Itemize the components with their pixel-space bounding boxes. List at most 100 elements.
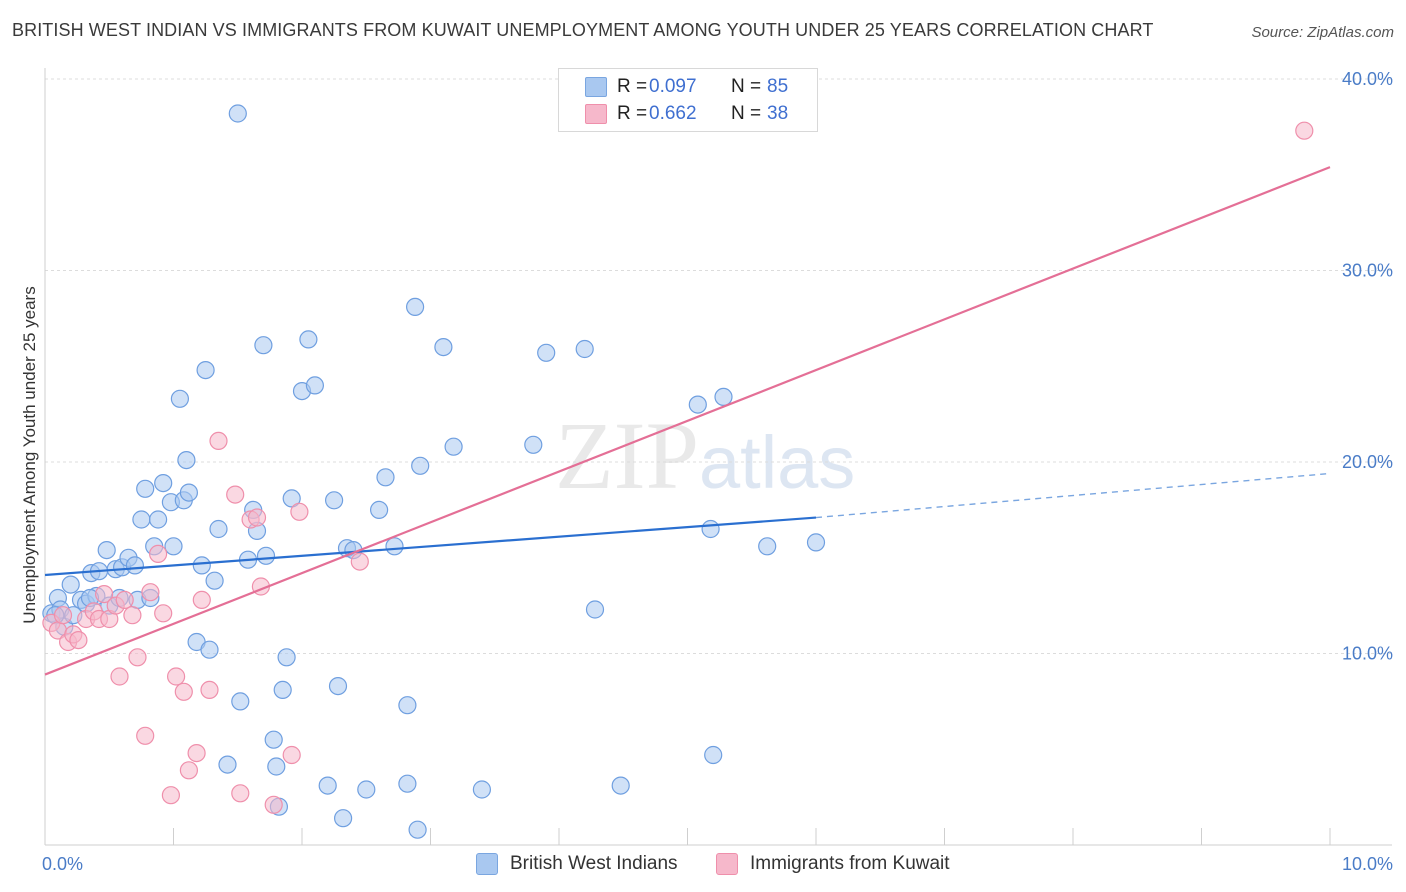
point-immigrants-from-kuwait bbox=[123, 606, 142, 625]
point-british-west-indians bbox=[154, 474, 173, 493]
point-immigrants-from-kuwait bbox=[290, 502, 309, 521]
point-british-west-indians bbox=[434, 338, 453, 357]
point-british-west-indians bbox=[218, 755, 237, 774]
point-immigrants-from-kuwait bbox=[264, 795, 283, 814]
point-british-west-indians bbox=[575, 339, 594, 359]
y-tick-label: 20.0% bbox=[1342, 452, 1393, 472]
point-immigrants-from-kuwait bbox=[154, 604, 173, 623]
point-british-west-indians bbox=[256, 546, 276, 565]
point-british-west-indians bbox=[524, 435, 543, 454]
data-points bbox=[42, 104, 1314, 839]
point-immigrants-from-kuwait bbox=[209, 431, 228, 450]
point-british-west-indians bbox=[273, 680, 292, 700]
point-british-west-indians bbox=[125, 556, 144, 575]
point-british-west-indians bbox=[192, 556, 211, 575]
point-immigrants-from-kuwait bbox=[200, 680, 219, 700]
point-british-west-indians bbox=[385, 537, 404, 556]
legend-n-value: 85 bbox=[767, 76, 789, 97]
point-immigrants-from-kuwait bbox=[136, 726, 155, 745]
point-british-west-indians bbox=[299, 330, 318, 349]
point-british-west-indians bbox=[305, 376, 324, 395]
point-british-west-indians bbox=[370, 500, 389, 519]
legend-n-value: 38 bbox=[767, 103, 789, 124]
point-immigrants-from-kuwait bbox=[1295, 121, 1314, 140]
point-british-west-indians bbox=[408, 820, 427, 839]
watermark-zip: ZIP bbox=[555, 402, 699, 509]
y-tick-label: 10.0% bbox=[1342, 644, 1393, 664]
bottom-legend-label: Immigrants from Kuwait bbox=[750, 853, 950, 874]
source-label: Source: ZipAtlas.com bbox=[1251, 24, 1394, 41]
watermark: ZIPatlas bbox=[555, 400, 855, 511]
point-immigrants-from-kuwait bbox=[69, 630, 88, 650]
point-british-west-indians bbox=[688, 395, 707, 414]
point-immigrants-from-kuwait bbox=[231, 784, 250, 803]
point-british-west-indians bbox=[376, 468, 395, 487]
y-axis-label: Unemployment Among Youth under 25 years bbox=[20, 286, 39, 624]
point-immigrants-from-kuwait bbox=[115, 590, 134, 610]
y-tick-label: 30.0% bbox=[1342, 261, 1393, 281]
trend-line-immigrants-from-kuwait bbox=[44, 166, 1331, 676]
point-british-west-indians bbox=[701, 519, 720, 539]
point-immigrants-from-kuwait bbox=[282, 745, 301, 765]
y-tick-label: 40.0% bbox=[1342, 69, 1393, 89]
point-british-west-indians bbox=[177, 451, 196, 470]
chart-title: BRITISH WEST INDIAN VS IMMIGRANTS FROM K… bbox=[12, 20, 1154, 40]
point-immigrants-from-kuwait bbox=[94, 584, 114, 604]
legend-r-label: R = bbox=[617, 103, 648, 124]
point-british-west-indians bbox=[411, 456, 430, 475]
bottom-legend-swatch bbox=[716, 853, 738, 875]
point-british-west-indians bbox=[61, 575, 80, 594]
point-british-west-indians bbox=[254, 336, 273, 355]
point-immigrants-from-kuwait bbox=[192, 590, 211, 610]
point-immigrants-from-kuwait bbox=[179, 761, 198, 780]
point-british-west-indians bbox=[132, 510, 151, 529]
point-british-west-indians bbox=[585, 600, 605, 619]
point-immigrants-from-kuwait bbox=[128, 648, 147, 667]
legend-n-label: N = bbox=[731, 76, 762, 97]
point-british-west-indians bbox=[228, 104, 247, 123]
trend-line-british-west-indians bbox=[44, 516, 817, 577]
point-british-west-indians bbox=[537, 343, 556, 362]
point-british-west-indians bbox=[357, 780, 376, 799]
legend-swatch bbox=[585, 77, 607, 97]
point-british-west-indians bbox=[97, 540, 116, 560]
point-immigrants-from-kuwait bbox=[187, 743, 206, 763]
legend-n-label: N = bbox=[731, 103, 762, 124]
bottom-legend-british-west-indians: British West Indians bbox=[476, 852, 678, 876]
point-british-west-indians bbox=[200, 640, 219, 659]
point-british-west-indians bbox=[472, 780, 491, 799]
point-british-west-indians bbox=[264, 730, 283, 749]
point-immigrants-from-kuwait bbox=[174, 682, 193, 701]
point-immigrants-from-kuwait bbox=[167, 667, 186, 686]
point-british-west-indians bbox=[714, 387, 733, 406]
legend-swatch bbox=[585, 104, 607, 124]
point-british-west-indians bbox=[318, 776, 337, 795]
point-british-west-indians bbox=[205, 571, 224, 590]
point-british-west-indians bbox=[267, 757, 286, 776]
point-british-west-indians bbox=[136, 479, 155, 498]
bottom-legend-swatch bbox=[476, 853, 498, 875]
point-british-west-indians bbox=[758, 537, 777, 556]
point-british-west-indians bbox=[196, 361, 215, 380]
point-immigrants-from-kuwait bbox=[226, 485, 245, 504]
bottom-legend-immigrants-from-kuwait: Immigrants from Kuwait bbox=[716, 852, 950, 876]
point-british-west-indians bbox=[179, 483, 198, 502]
trend-line-british-west-indians-extension bbox=[815, 472, 1331, 519]
point-british-west-indians bbox=[282, 489, 301, 508]
point-immigrants-from-kuwait bbox=[350, 552, 369, 571]
point-british-west-indians bbox=[170, 389, 189, 408]
point-british-west-indians bbox=[398, 774, 417, 793]
point-british-west-indians bbox=[406, 297, 425, 316]
point-british-west-indians bbox=[806, 533, 826, 552]
point-british-west-indians bbox=[398, 696, 417, 715]
point-british-west-indians bbox=[444, 437, 463, 456]
point-british-west-indians bbox=[149, 510, 168, 529]
point-british-west-indians bbox=[209, 519, 228, 539]
axes bbox=[44, 68, 1392, 846]
point-british-west-indians bbox=[231, 692, 250, 711]
point-immigrants-from-kuwait bbox=[247, 508, 267, 527]
point-british-west-indians bbox=[611, 776, 630, 795]
point-immigrants-from-kuwait bbox=[161, 786, 180, 805]
bottom-legend-label: British West Indians bbox=[510, 853, 678, 874]
